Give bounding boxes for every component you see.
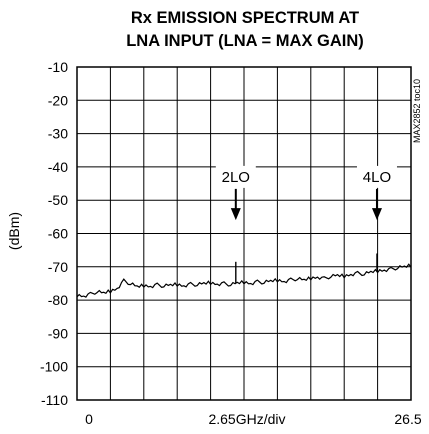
annotation-arrow-head [371,208,382,221]
y-tick-label: -100 [40,359,68,375]
y-tick-label: -60 [48,226,68,242]
series-line [76,263,412,298]
y-tick-label: -50 [48,192,68,208]
plot-frame [76,66,412,401]
y-tick-label: -20 [48,92,68,108]
annotation-background [215,165,256,188]
annotation-arrow-head [230,208,241,221]
x-tick-end: 26.5 [394,411,421,427]
x-tick-start: 0 [85,411,93,427]
annotations: 2LO 4LO [215,165,397,221]
chart-side-code: MAX2852 toc10 [412,79,422,143]
y-tick-label: -80 [48,292,68,308]
chart-title-line-1: Rx EMISSION SPECTRUM AT [131,9,359,27]
y-tick-label: -40 [48,159,68,175]
y-tick-label: -30 [48,126,68,142]
annotation-label: 2LO [222,169,250,186]
chart-title-line-2: LNA INPUT (LNA = MAX GAIN) [126,32,364,50]
series-layer [76,253,412,298]
x-axis-label: 2.65GHz/div [208,411,285,427]
y-tick-label: -10 [48,59,68,75]
y-tick-labels: -10 -20 -30 -40 -50 -60 -70 -80 -90 -100 -110 [40,59,68,408]
annotation-background [356,165,397,188]
annotation-label: 4LO [363,169,391,186]
y-tick-label: -90 [48,325,68,341]
grid [77,67,411,400]
y-tick-label: -110 [41,392,68,408]
y-axis-label: (dBm) [6,212,22,250]
y-tick-label: -70 [48,259,68,275]
